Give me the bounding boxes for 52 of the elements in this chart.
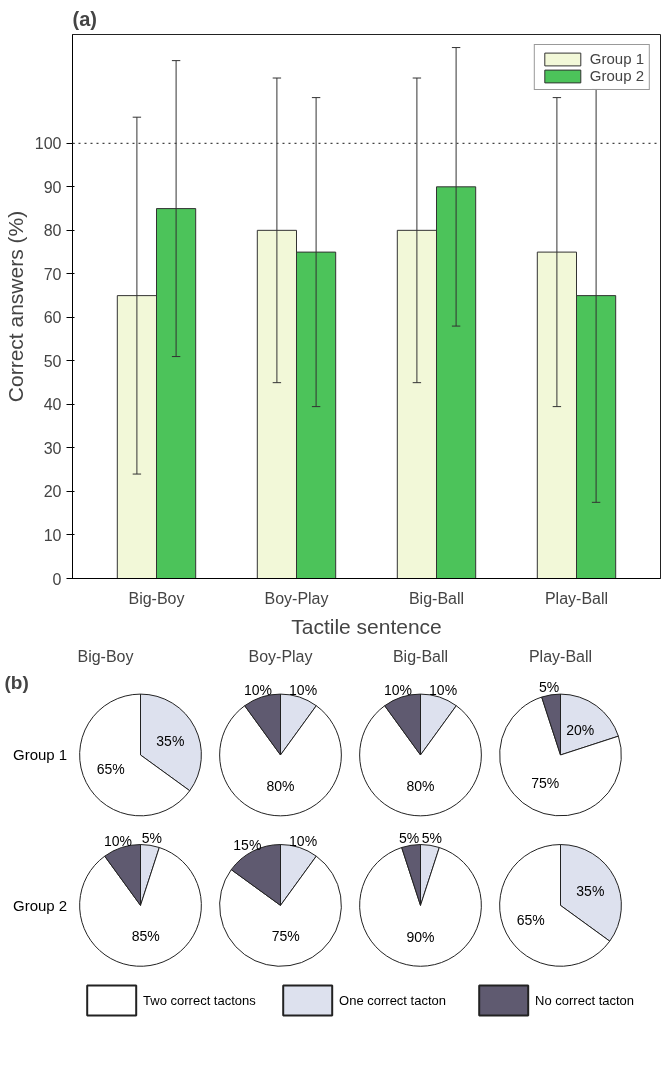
data-label: 10%	[289, 832, 318, 849]
y-axis-title: Correct answers (%)	[3, 210, 27, 403]
y-tick-label: 70	[43, 265, 62, 283]
data-label: 5%	[398, 830, 420, 847]
legend-label: Group 2	[589, 67, 644, 84]
text: Group 2	[12, 896, 68, 914]
chart-title: Play-Ball	[528, 647, 593, 665]
data-label: 35%	[156, 732, 185, 749]
data-label: 10%	[243, 681, 272, 698]
data-label: 10%	[103, 832, 132, 849]
chart-title: Boy-Play	[248, 647, 313, 665]
data-label: 65%	[516, 911, 545, 928]
data-label: 75%	[531, 774, 560, 791]
data-label: 15%	[233, 836, 262, 853]
y-tick-label: 90	[43, 178, 62, 196]
y-tick-label: 80	[43, 222, 62, 240]
legend-label: One correct tacton	[339, 993, 447, 1008]
data-label: 80%	[266, 778, 295, 795]
y-tick-label: 30	[43, 439, 62, 457]
data-label: 10%	[383, 681, 412, 698]
data-label: 80%	[406, 778, 435, 795]
data-label: 90%	[406, 928, 435, 945]
data-label: 10%	[429, 681, 458, 698]
data-label: 5%	[538, 679, 560, 696]
data-label: 5%	[141, 830, 163, 847]
legend-label: No correct tacton	[535, 993, 635, 1008]
data-label: 85%	[131, 928, 160, 945]
text: Group 1	[12, 746, 68, 764]
x-tick-label: Boy-Play	[264, 589, 329, 607]
data-label: 35%	[576, 883, 605, 900]
legend-label: Two correct tactons	[143, 993, 257, 1008]
x-axis-title: Tactile sentence	[291, 614, 442, 638]
y-tick-label: 50	[43, 352, 62, 370]
y-tick-label: 60	[43, 309, 62, 327]
y-tick-label: 0	[52, 570, 62, 588]
data-label: 20%	[566, 721, 595, 738]
chart-title: Big-Ball	[392, 647, 449, 665]
y-tick-label: 100	[34, 135, 62, 153]
chart-title: (a)	[72, 7, 97, 30]
x-tick-label: Big-Ball	[408, 589, 465, 607]
data-label: 10%	[289, 681, 318, 698]
data-label: 75%	[271, 928, 300, 945]
data-label: 65%	[96, 761, 125, 778]
y-tick-label: 40	[43, 396, 62, 414]
y-tick-label: 10	[43, 526, 62, 544]
text: (b)	[4, 671, 29, 693]
x-tick-label: Big-Boy	[128, 589, 185, 607]
chart-title: Big-Boy	[77, 647, 134, 665]
x-tick-label: Play-Ball	[544, 589, 609, 607]
data-label: 5%	[421, 830, 443, 847]
y-tick-label: 20	[43, 483, 62, 501]
legend-label: Group 1	[589, 50, 644, 67]
